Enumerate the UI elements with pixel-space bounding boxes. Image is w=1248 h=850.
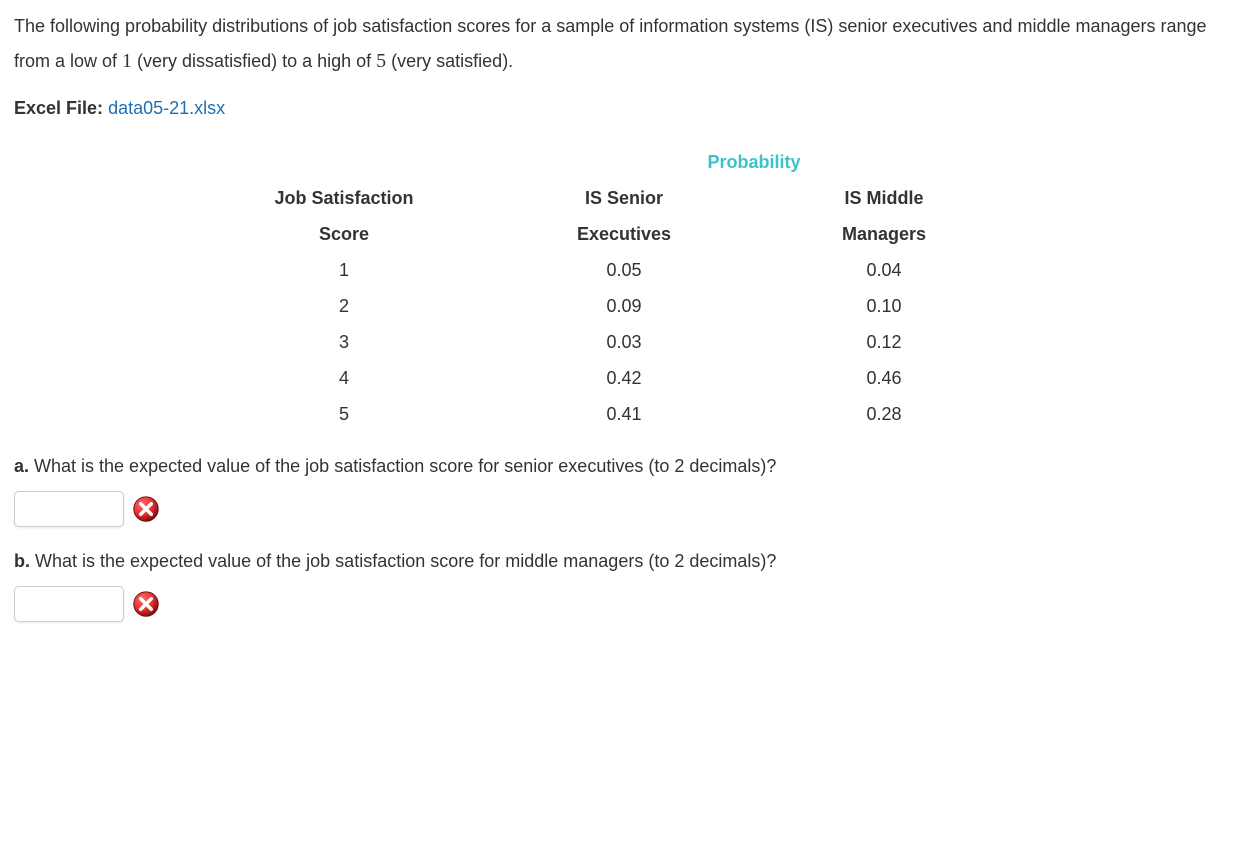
header-row-2: Score Executives Managers <box>194 216 1014 252</box>
header-col2-line2: Executives <box>494 216 754 252</box>
question-a-letter: a. <box>14 456 29 476</box>
answer-input-a[interactable] <box>14 491 124 527</box>
senior-cell: 0.05 <box>494 252 754 288</box>
intro-paragraph: The following probability distributions … <box>14 10 1234 80</box>
table-row: 4 0.42 0.46 <box>194 360 1014 396</box>
header-col3-line1: IS Middle <box>754 180 1014 216</box>
empty-cell <box>194 144 494 180</box>
wrong-icon <box>132 495 160 523</box>
table-row: 3 0.03 0.12 <box>194 324 1014 360</box>
senior-cell: 0.09 <box>494 288 754 324</box>
question-a-text: What is the expected value of the job sa… <box>29 456 776 476</box>
excel-file-label: Excel File: <box>14 98 103 118</box>
probability-label-cell: Probability <box>494 144 1014 180</box>
score-cell: 1 <box>194 252 494 288</box>
header-col2-line1: IS Senior <box>494 180 754 216</box>
senior-cell: 0.42 <box>494 360 754 396</box>
answer-row-b <box>14 586 1234 622</box>
excel-file-link[interactable]: data05-21.xlsx <box>108 98 225 118</box>
header-row-1: Job Satisfaction IS Senior IS Middle <box>194 180 1014 216</box>
wrong-icon <box>132 590 160 618</box>
question-a: a. What is the expected value of the job… <box>14 450 1234 483</box>
header-col1-line1: Job Satisfaction <box>194 180 494 216</box>
intro-text-2: (very dissatisfied) to a high of <box>132 51 376 71</box>
answer-row-a <box>14 491 1234 527</box>
table-row: 5 0.41 0.28 <box>194 396 1014 432</box>
middle-cell: 0.12 <box>754 324 1014 360</box>
intro-high-value: 5 <box>376 50 386 72</box>
probability-table-wrap: Probability Job Satisfaction IS Senior I… <box>194 144 1234 432</box>
probability-table: Probability Job Satisfaction IS Senior I… <box>194 144 1014 432</box>
probability-label: Probability <box>707 152 800 172</box>
answer-input-b[interactable] <box>14 586 124 622</box>
header-col3-line2: Managers <box>754 216 1014 252</box>
senior-cell: 0.03 <box>494 324 754 360</box>
middle-cell: 0.10 <box>754 288 1014 324</box>
question-b-letter: b. <box>14 551 30 571</box>
probability-header-row: Probability <box>194 144 1014 180</box>
score-cell: 2 <box>194 288 494 324</box>
intro-text-3: (very satisfied). <box>386 51 513 71</box>
middle-cell: 0.28 <box>754 396 1014 432</box>
score-cell: 4 <box>194 360 494 396</box>
score-cell: 5 <box>194 396 494 432</box>
excel-file-line: Excel File: data05-21.xlsx <box>14 92 1234 125</box>
middle-cell: 0.46 <box>754 360 1014 396</box>
table-row: 2 0.09 0.10 <box>194 288 1014 324</box>
senior-cell: 0.41 <box>494 396 754 432</box>
question-b-text: What is the expected value of the job sa… <box>30 551 776 571</box>
score-cell: 3 <box>194 324 494 360</box>
header-col1-line2: Score <box>194 216 494 252</box>
middle-cell: 0.04 <box>754 252 1014 288</box>
table-row: 1 0.05 0.04 <box>194 252 1014 288</box>
question-b: b. What is the expected value of the job… <box>14 545 1234 578</box>
intro-low-value: 1 <box>122 50 132 72</box>
